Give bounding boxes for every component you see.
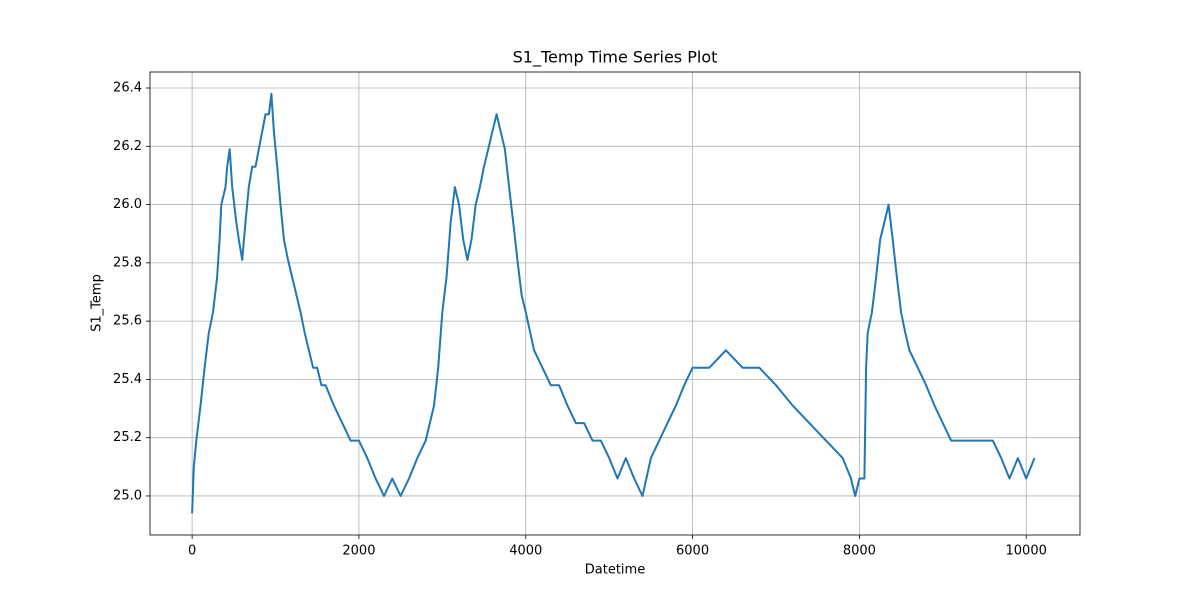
y-tick-label: 26.2 (113, 139, 142, 154)
y-tick-label: 25.2 (113, 430, 142, 445)
y-tick-label: 25.4 (113, 372, 142, 387)
y-tick-label: 25.6 (113, 314, 142, 329)
y-axis-label: S1_Temp (90, 274, 105, 332)
x-tick-label: 8000 (843, 544, 876, 559)
plot-frame (149, 71, 1081, 536)
x-tick-label: 10000 (1006, 544, 1047, 559)
y-tick-label: 25.0 (113, 488, 142, 503)
chart-title: S1_Temp Time Series Plot (513, 48, 718, 68)
y-tick-label: 25.8 (113, 255, 142, 270)
x-tick-label: 0 (188, 544, 196, 559)
x-tick-label: 2000 (342, 544, 375, 559)
y-tick-label: 26.4 (113, 81, 142, 96)
y-tick-label: 26.0 (113, 197, 142, 212)
x-axis-label: Datetime (585, 563, 645, 578)
data-line (191, 92, 1036, 514)
x-tick-label: 6000 (676, 544, 709, 559)
x-tick-label: 4000 (509, 544, 542, 559)
